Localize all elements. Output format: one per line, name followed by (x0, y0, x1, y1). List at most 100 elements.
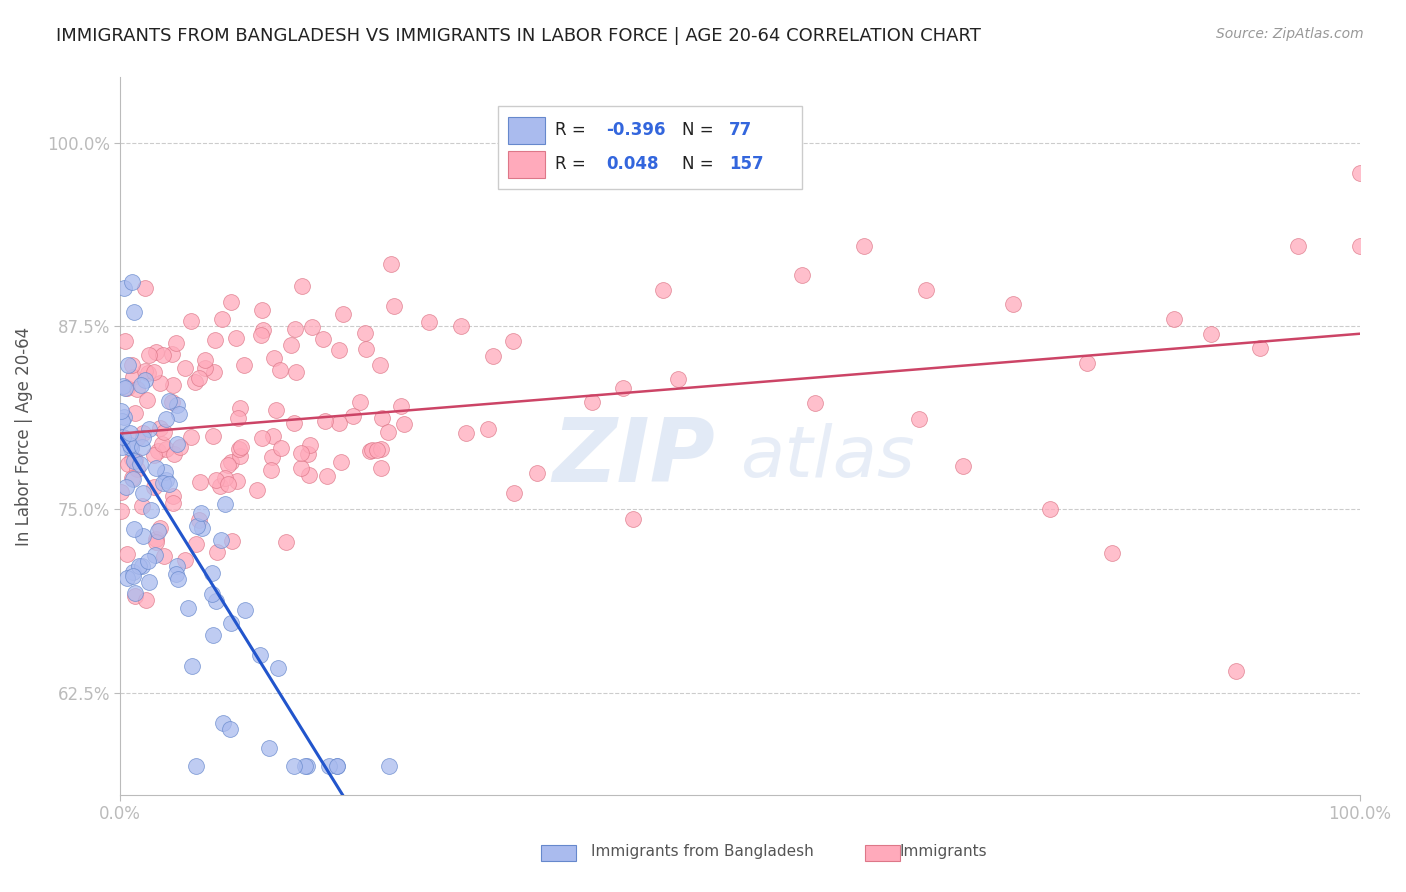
Point (125, 431, 148, 445)
Point (229, 449, 252, 463)
Point (115, 571, 138, 585)
Point (167, 572, 190, 586)
Point (117, 381, 139, 395)
Point (1039, 502, 1062, 516)
Point (226, 474, 249, 488)
Point (166, 398, 188, 412)
Point (111, 431, 134, 445)
FancyBboxPatch shape (508, 117, 546, 145)
Point (114, 334, 136, 348)
Point (115, 548, 138, 562)
Text: IMMIGRANTS FROM BANGLADESH VS IMMIGRANTS IN LABOR FORCE | AGE 20-64 CORRELATION : IMMIGRANTS FROM BANGLADESH VS IMMIGRANTS… (56, 27, 981, 45)
Point (202, 366, 225, 380)
Point (229, 441, 252, 455)
Point (353, 326, 375, 340)
Point (291, 278, 314, 293)
Point (294, 758, 316, 772)
Point (217, 458, 239, 472)
Point (201, 628, 224, 642)
Point (328, 416, 350, 430)
Point (145, 344, 167, 359)
Point (301, 320, 323, 334)
Point (482, 349, 505, 363)
Point (120, 441, 142, 455)
Point (180, 313, 202, 327)
Point (202, 429, 225, 443)
Point (152, 549, 174, 563)
Point (131, 440, 153, 454)
Point (214, 471, 236, 485)
Point (349, 394, 371, 409)
Point (186, 518, 208, 533)
Point (124, 406, 146, 420)
Point (298, 438, 321, 452)
Point (188, 475, 211, 489)
Point (201, 566, 224, 580)
Point (121, 358, 143, 372)
Point (418, 315, 440, 329)
Point (914, 283, 936, 297)
Point (285, 365, 308, 379)
Point (166, 437, 188, 451)
Point (125, 382, 148, 396)
Point (139, 503, 162, 517)
Point (502, 486, 524, 500)
Point (138, 347, 160, 361)
Point (115, 480, 138, 494)
Point (211, 716, 233, 731)
Point (229, 401, 252, 415)
Point (146, 444, 169, 458)
Point (110, 440, 132, 454)
Point (190, 506, 212, 520)
Point (142, 365, 165, 379)
Point (143, 548, 166, 562)
Point (297, 447, 319, 461)
Text: 157: 157 (728, 155, 763, 173)
Point (166, 558, 188, 573)
Text: 77: 77 (728, 120, 752, 139)
Point (165, 566, 187, 581)
Point (262, 429, 284, 443)
Point (314, 414, 336, 428)
Point (122, 453, 145, 467)
Point (651, 283, 673, 297)
Point (136, 366, 159, 380)
Point (454, 426, 477, 441)
Point (163, 446, 186, 460)
Point (131, 559, 153, 574)
Point (124, 453, 146, 467)
Point (152, 476, 174, 491)
Point (318, 758, 340, 772)
Point (249, 648, 271, 662)
Point (218, 722, 240, 736)
Point (1249, 342, 1271, 356)
Point (249, 328, 271, 343)
Point (325, 758, 347, 772)
Point (157, 393, 180, 408)
Point (1225, 664, 1247, 678)
Point (145, 535, 167, 549)
Point (112, 430, 135, 444)
Point (122, 569, 145, 583)
Point (111, 414, 134, 428)
Point (354, 343, 377, 357)
Point (1076, 356, 1098, 370)
Point (138, 574, 160, 589)
Point (114, 381, 136, 395)
Point (124, 585, 146, 599)
Point (120, 441, 142, 455)
Point (138, 422, 160, 436)
Point (328, 343, 350, 358)
Point (118, 425, 141, 440)
Point (370, 460, 392, 475)
Text: N =: N = (682, 120, 718, 139)
Point (125, 461, 148, 475)
Point (329, 455, 352, 469)
Point (169, 440, 191, 454)
Point (280, 338, 302, 352)
Point (114, 409, 136, 424)
Point (219, 294, 242, 309)
Point (205, 545, 228, 559)
Point (165, 336, 187, 351)
Point (260, 463, 283, 477)
